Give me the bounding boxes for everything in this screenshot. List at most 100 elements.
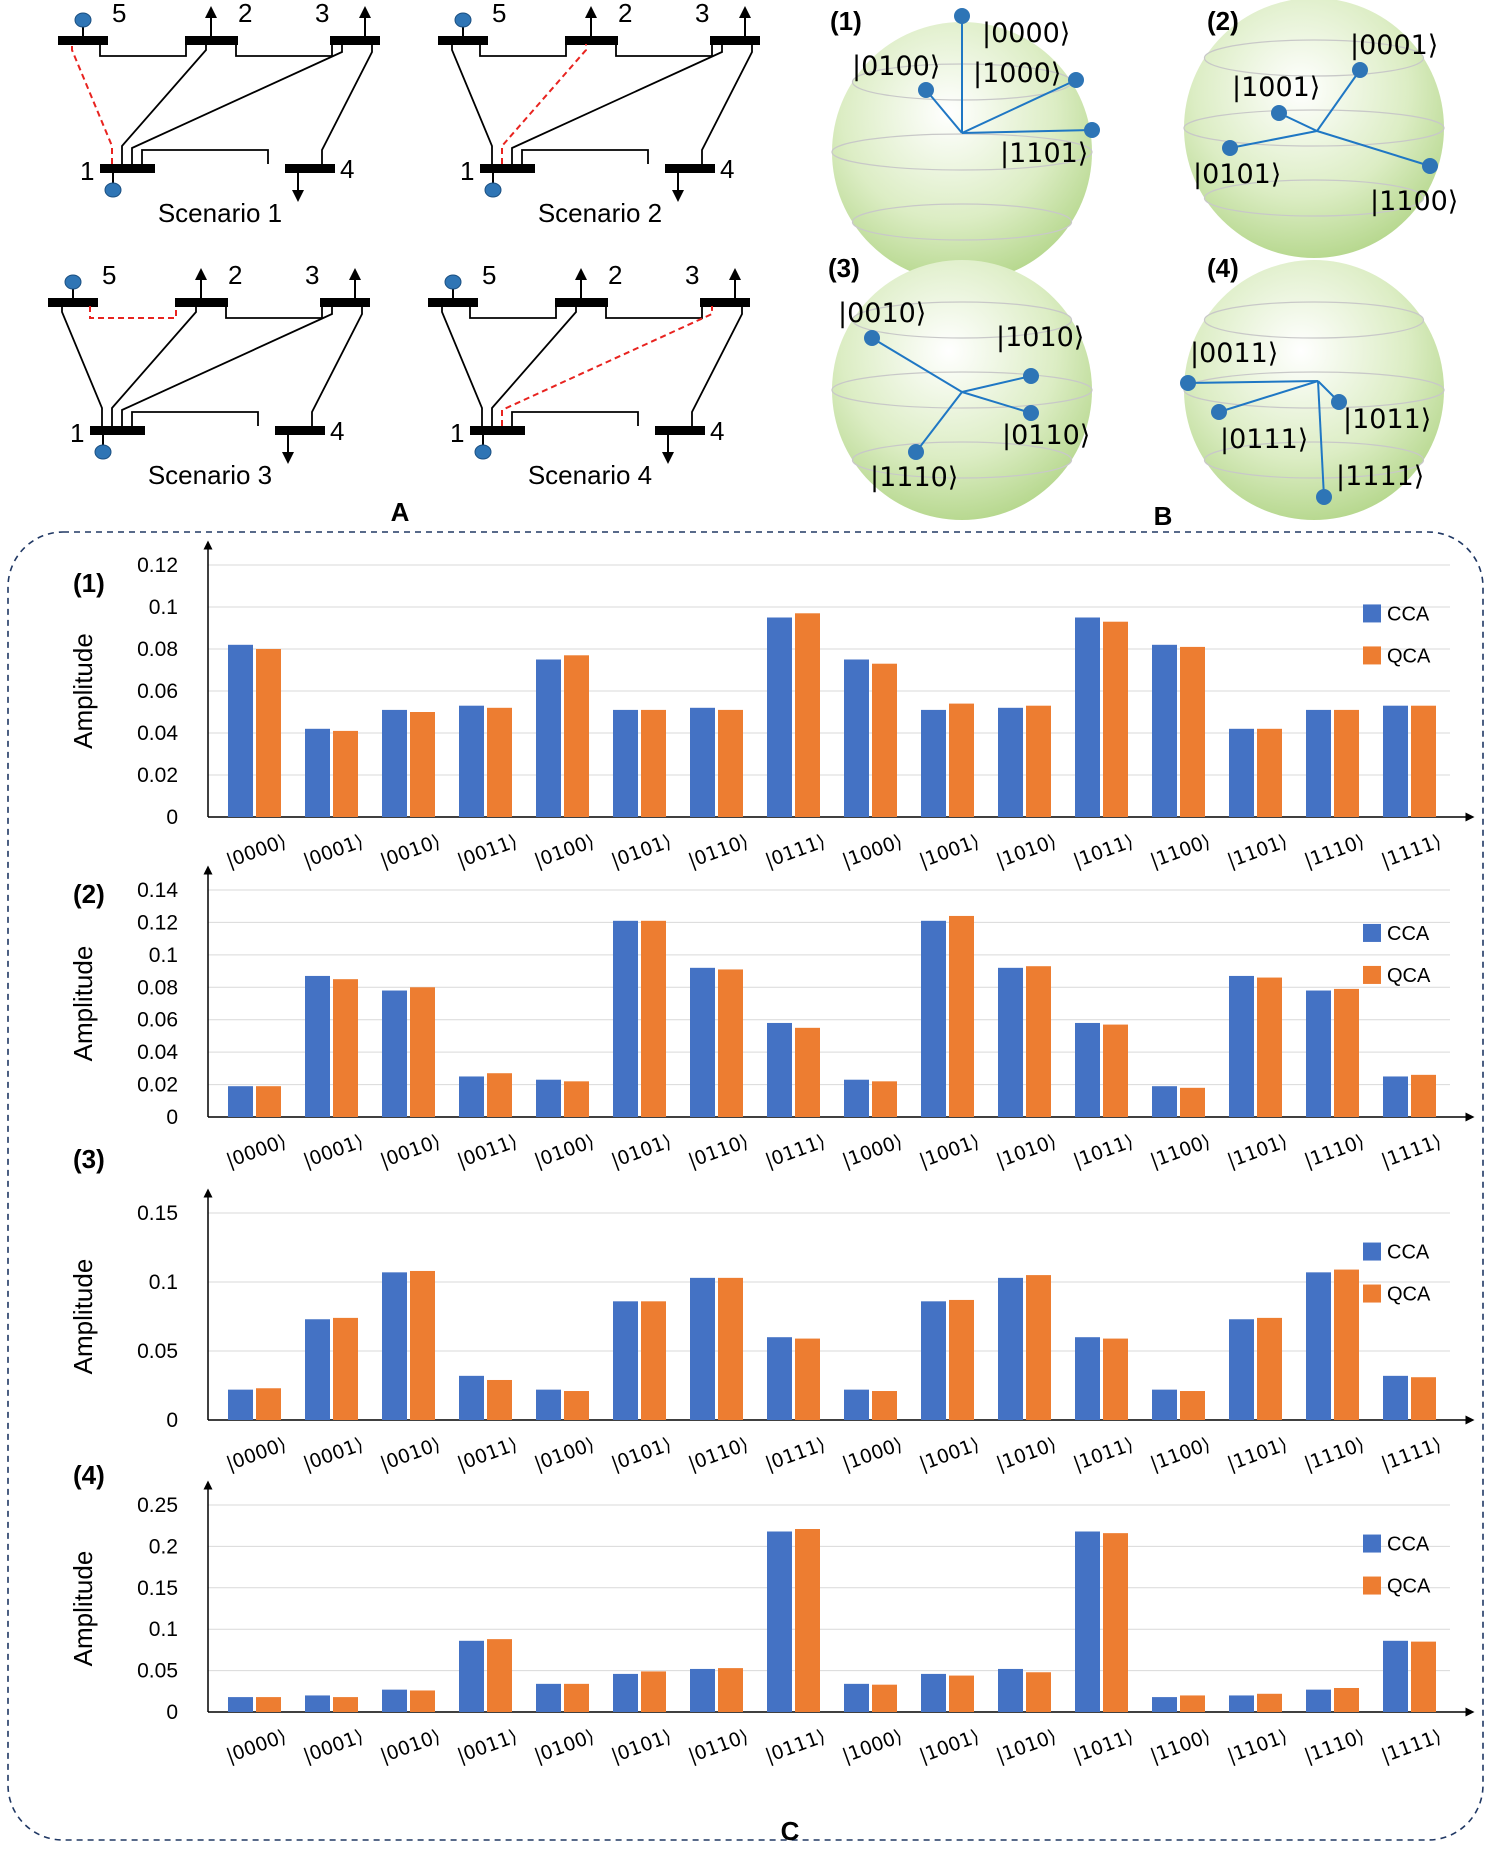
state-vector [925, 89, 963, 134]
bar-qca [872, 1081, 897, 1117]
state-label: |1110⟩ [870, 462, 958, 493]
bus-bar-1 [90, 426, 145, 435]
bar-qca [564, 1683, 589, 1712]
chart-panel-label: (1) [73, 568, 105, 598]
bar-cca [459, 1375, 484, 1420]
y-tick-label: 0.15 [137, 1202, 178, 1225]
state-dot [1316, 489, 1332, 505]
bar-cca [1306, 709, 1331, 817]
bar-qca [1334, 1687, 1359, 1712]
bloch-sphere-3: (3) |0010⟩ |1010⟩ |0110⟩ |1110⟩ [828, 253, 1093, 520]
sphere-latitude [851, 203, 1073, 241]
bus-number-4: 4 [720, 154, 734, 184]
bus-bar-3 [710, 36, 760, 45]
state-vector [1316, 69, 1361, 132]
network-line [605, 306, 703, 319]
y-tick-label: 0.25 [137, 1494, 178, 1517]
x-tick-label: |1101⟩ [1224, 1130, 1290, 1172]
bar-cca [305, 1319, 330, 1420]
y-axis-title: Amplitude [68, 1551, 98, 1667]
state-dot [908, 444, 924, 460]
x-tick-label: |1100⟩ [1147, 1725, 1213, 1767]
bar-qca [795, 1338, 820, 1420]
bar-cca [228, 1389, 253, 1420]
bus-number-1: 1 [80, 156, 94, 186]
x-tick-label: |0110⟩ [685, 1130, 751, 1172]
state-dot [1222, 140, 1238, 156]
bar-cca [228, 1086, 253, 1117]
network-line [491, 306, 577, 426]
bus-number-5: 5 [102, 260, 116, 290]
x-tick-label: |1110⟩ [1301, 1130, 1367, 1172]
bar-qca [333, 979, 358, 1117]
state-label: |0000⟩ [982, 18, 1070, 49]
bus-bar-2 [175, 298, 228, 307]
sphere-latitude [1203, 441, 1425, 479]
generator-icon [454, 12, 472, 28]
state-label: |0010⟩ [838, 298, 926, 329]
x-tick-label: |1100⟩ [1147, 1130, 1213, 1172]
y-tick-label: 0.1 [149, 596, 178, 619]
bar-qca [333, 1317, 358, 1420]
bar-qca [564, 1391, 589, 1420]
x-tick-label: |1011⟩ [1070, 1433, 1136, 1475]
scenario-title: Scenario 1 [158, 198, 282, 228]
bar-cca [1306, 1689, 1331, 1712]
bar-cca [459, 1640, 484, 1712]
x-tick-label: |1001⟩ [916, 1433, 982, 1475]
x-tick-label: |0111⟩ [762, 830, 828, 872]
bloch-sphere-1: (1) |0000⟩ |0100⟩ |1000⟩ |1101⟩ [830, 6, 1100, 282]
bar-cca [767, 1337, 792, 1420]
bar-cca [536, 1389, 561, 1420]
legend-label-cca: CCA [1387, 603, 1430, 625]
bar-qca [949, 1675, 974, 1712]
bar-cca [921, 1301, 946, 1420]
outaged-line [89, 306, 177, 319]
legend-label-cca: CCA [1387, 1242, 1430, 1264]
bus-number-1: 1 [460, 156, 474, 186]
sphere-latitude [1183, 109, 1445, 147]
bar-cca [1075, 1022, 1100, 1117]
network-line [225, 306, 323, 319]
network-line [701, 44, 753, 164]
bus-bar-2 [555, 298, 608, 307]
bar-chart-3: 0 0.05 0.1 0.15 (3) Amplitude |0000⟩ |0001⟩ |001… [68, 1144, 1475, 1475]
bar-qca [795, 1529, 820, 1712]
network-line [479, 44, 567, 57]
bar-qca [1103, 1024, 1128, 1117]
bar-cca [536, 659, 561, 817]
bar-cca [228, 1697, 253, 1712]
x-tick-label: |0011⟩ [454, 830, 520, 872]
bar-qca [949, 1299, 974, 1420]
network-line [99, 44, 187, 57]
x-tick-label: |1011⟩ [1070, 830, 1136, 872]
bar-qca [718, 1668, 743, 1712]
state-label: |0110⟩ [1002, 420, 1090, 451]
network-scenario-4: 1 2 3 4 5 Scenario 4 [428, 260, 750, 490]
x-tick-label: |1110⟩ [1301, 1725, 1367, 1767]
network-scenario-2: 1 2 3 4 5 Scenario 2 [438, 0, 760, 228]
bar-cca [536, 1079, 561, 1117]
legend-swatch-cca [1363, 923, 1381, 942]
bus-number-5: 5 [492, 0, 506, 28]
x-tick-label: |0000⟩ [223, 830, 289, 872]
y-tick-label: 0.2 [149, 1535, 178, 1558]
bar-cca [1306, 990, 1331, 1117]
y-tick-label: 0.02 [137, 1074, 178, 1097]
y-tick-label: 0.1 [149, 1271, 178, 1294]
x-tick-label: |1111⟩ [1378, 1130, 1444, 1172]
bar-qca [872, 1391, 897, 1420]
x-tick-label: |0101⟩ [608, 1725, 674, 1767]
bar-cca [690, 707, 715, 817]
network-line [111, 306, 197, 426]
x-tick-label: |0001⟩ [300, 1433, 366, 1475]
bar-qca [872, 663, 897, 817]
bar-cca [998, 707, 1023, 817]
state-vector [1229, 130, 1318, 149]
state-label: |0100⟩ [852, 51, 940, 82]
y-tick-label: 0.06 [137, 680, 178, 703]
x-tick-label: |1011⟩ [1070, 1130, 1136, 1172]
y-tick-label: 0.12 [137, 554, 178, 577]
legend-label-qca: QCA [1387, 1576, 1431, 1598]
panel-b-spheres: (1) |0000⟩ |0100⟩ |1000⟩ |1101⟩ (2) |0001⟩ |100… [828, 0, 1458, 520]
